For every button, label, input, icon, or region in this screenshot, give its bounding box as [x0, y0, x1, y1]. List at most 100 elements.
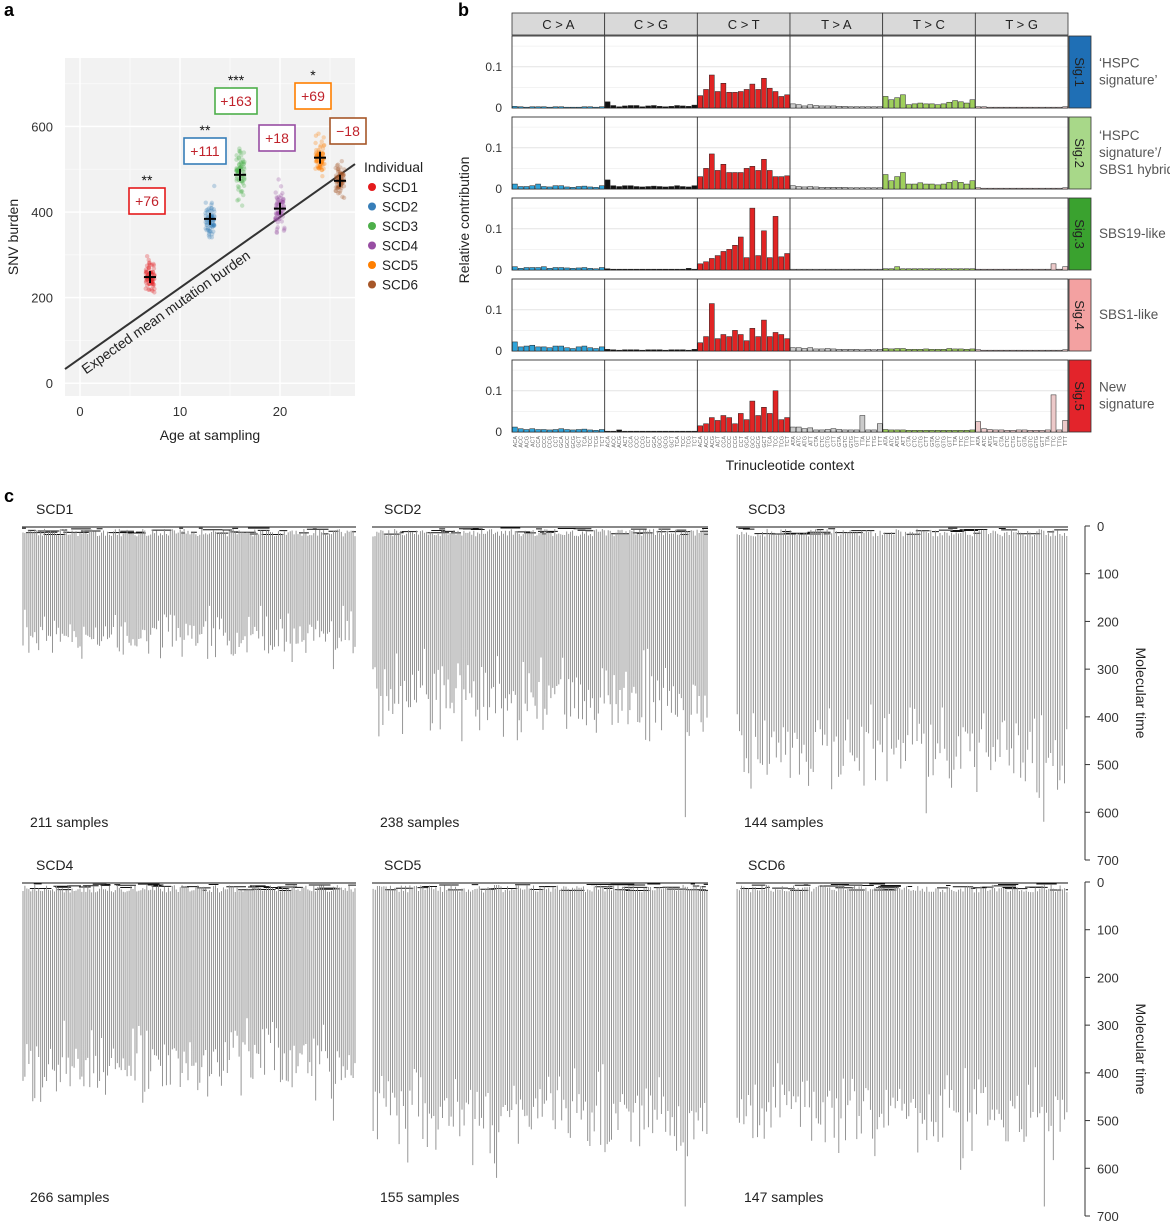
sample-point [341, 172, 347, 178]
sample-point [211, 222, 216, 228]
signature-bar [824, 348, 831, 352]
signature-bar [987, 429, 993, 433]
signature-bar [703, 261, 709, 271]
sample-point [276, 194, 281, 200]
sample-point [276, 216, 282, 222]
signature-bar [952, 180, 958, 190]
sample-point [239, 203, 245, 208]
signature-bar [732, 423, 738, 433]
sample-point [279, 219, 284, 224]
signature-bar [848, 106, 854, 109]
signature-bar [877, 349, 883, 352]
signature-bar [882, 429, 889, 433]
sample-point [234, 157, 239, 162]
signature-bar [691, 268, 698, 271]
signature-bar [877, 268, 883, 271]
signature-bar [998, 429, 1005, 433]
sample-point [274, 201, 280, 207]
signature-bar [564, 267, 570, 271]
context-tick-label: TCT [600, 435, 606, 446]
sample-point [273, 210, 279, 216]
signature-bar [888, 268, 895, 271]
signature-bar [987, 106, 993, 109]
significance-stars: *** [228, 72, 245, 88]
sample-point [144, 253, 150, 259]
signature-bar [929, 349, 935, 352]
signature-bar [772, 216, 779, 271]
sample-point [152, 290, 157, 295]
sample-point [274, 229, 279, 235]
signature-bar [992, 187, 999, 190]
time-axis-title: Molecular time [1133, 1003, 1149, 1094]
signature-bar [581, 106, 588, 109]
signature-bar [685, 106, 692, 109]
legend-swatch [368, 222, 376, 230]
sample-point [241, 169, 246, 175]
signature-bar [790, 185, 796, 190]
sample-point [321, 162, 326, 167]
sample-point [150, 270, 156, 275]
signature-bar [882, 348, 889, 352]
signature-bar [784, 417, 790, 433]
context-tick-label: CCG [548, 436, 554, 448]
sample-point [150, 279, 155, 285]
signature-bar [662, 430, 669, 433]
sample-point [211, 223, 217, 228]
sample-point [340, 171, 345, 176]
panel-letter-b: b [458, 0, 469, 20]
signature-bar [975, 421, 981, 433]
y-axis-title: SNV burden [5, 199, 21, 275]
signature-bar [1050, 394, 1057, 433]
signature-bar [627, 430, 634, 433]
sample-point [203, 210, 208, 216]
sample-point [238, 159, 244, 165]
signature-strip [1068, 278, 1092, 352]
sample-point [273, 217, 278, 222]
signature-strip-label: Sig.3 [1072, 219, 1087, 249]
signature-bar [911, 183, 918, 190]
time-axis-label: 400 [1097, 710, 1119, 725]
sample-point [314, 158, 319, 163]
signature-bar [627, 105, 634, 109]
signature-bar [981, 106, 987, 109]
signature-bar [558, 267, 564, 271]
signature-bar [581, 185, 588, 190]
signature-bar [969, 99, 976, 109]
signature-bar [680, 268, 686, 271]
sample-point [275, 215, 281, 221]
sample-point [150, 280, 155, 285]
sample-point [273, 216, 278, 221]
signature-bar [633, 349, 640, 352]
context-tick-label: GCA [652, 436, 658, 448]
context-tick-label: GCT [669, 435, 675, 447]
snv-burden-scatter: 0 200 400 600 0 10 20 Age at sampling SNV burden… [5, 58, 423, 443]
signature-bar [546, 429, 553, 433]
context-tick-label: GTC [936, 436, 942, 448]
sample-point [210, 224, 215, 230]
signature-bar [738, 413, 744, 433]
sample-count: 147 samples [744, 1189, 823, 1205]
signature-bar [853, 106, 860, 109]
context-tick-label: ATG [802, 436, 808, 447]
signature-bar [610, 185, 617, 190]
sample-point [144, 277, 150, 283]
sample-point [242, 175, 247, 180]
context-tick-label: TTT [1063, 435, 1069, 446]
context-tick-label: GCC [658, 436, 664, 448]
signature-bar [714, 170, 721, 190]
sample-point [317, 164, 323, 169]
signature-bar [917, 430, 924, 433]
sample-point [340, 180, 345, 186]
context-tick-label: ACT [716, 435, 722, 447]
signature-bar [894, 176, 900, 190]
signature-bar [1016, 187, 1022, 190]
sample-point [313, 150, 319, 155]
signature-bar [1056, 429, 1063, 433]
sample-point [278, 195, 283, 201]
sample-point [238, 150, 243, 155]
signature-bar [622, 268, 628, 271]
signature-bar [599, 346, 605, 352]
signature-bar [830, 428, 837, 433]
signature-bar [610, 268, 617, 271]
signature-bar [772, 332, 779, 352]
